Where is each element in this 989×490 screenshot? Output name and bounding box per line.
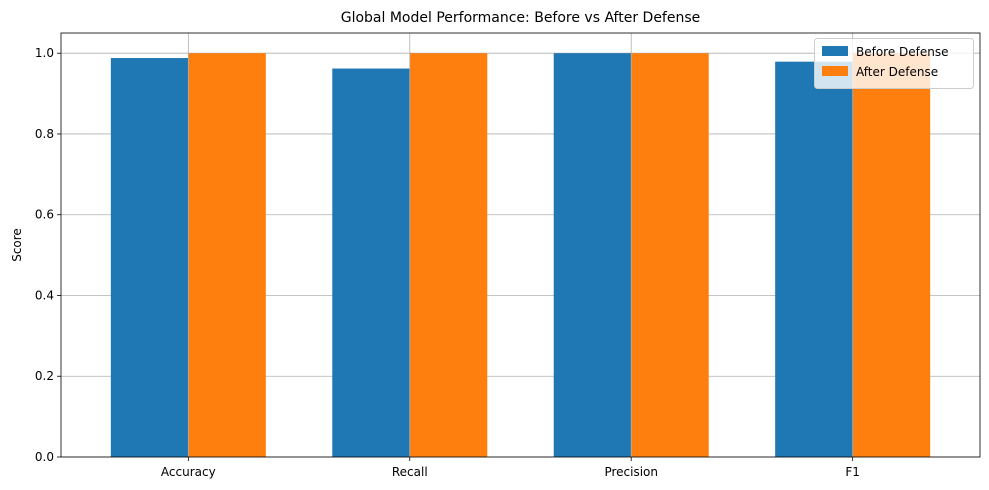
y-tick-label: 0.8 (35, 127, 54, 141)
y-axis-label: Score (10, 228, 24, 262)
legend-swatch (822, 46, 848, 56)
y-tick-label: 0.2 (35, 369, 54, 383)
x-tick-label: F1 (845, 465, 860, 479)
y-tick-label: 0.4 (35, 288, 54, 302)
x-tick-label: Precision (604, 465, 658, 479)
legend-entry: Before Defense (856, 45, 949, 59)
legend-swatch (822, 66, 848, 76)
bar-after-defense (409, 53, 488, 457)
bar-after-defense (631, 53, 709, 457)
bar-after-defense (852, 53, 931, 457)
chart-title: Global Model Performance: Before vs Afte… (341, 10, 701, 26)
bar-before-defense (332, 68, 410, 457)
x-tick-label: Accuracy (161, 465, 216, 479)
bars (110, 33, 931, 458)
bar-before-defense (775, 61, 853, 458)
bar-before-defense (110, 58, 189, 457)
x-tick-label: Recall (392, 465, 428, 479)
axes: 0.0 0.2 0.4 0.6 0.8 1.0 Accuracy Recall Precisio… (35, 32, 981, 479)
y-tick-label: 1.0 (35, 46, 54, 60)
legend: Before Defense After Defense (814, 38, 974, 89)
y-tick-label: 0.6 (35, 208, 54, 222)
bar-after-defense (188, 53, 266, 457)
y-tick-label: 0.0 (35, 450, 54, 464)
legend-entry: After Defense (856, 65, 938, 79)
plot-frame (60, 32, 981, 458)
bar-before-defense (553, 53, 632, 457)
legend-box (814, 38, 974, 89)
